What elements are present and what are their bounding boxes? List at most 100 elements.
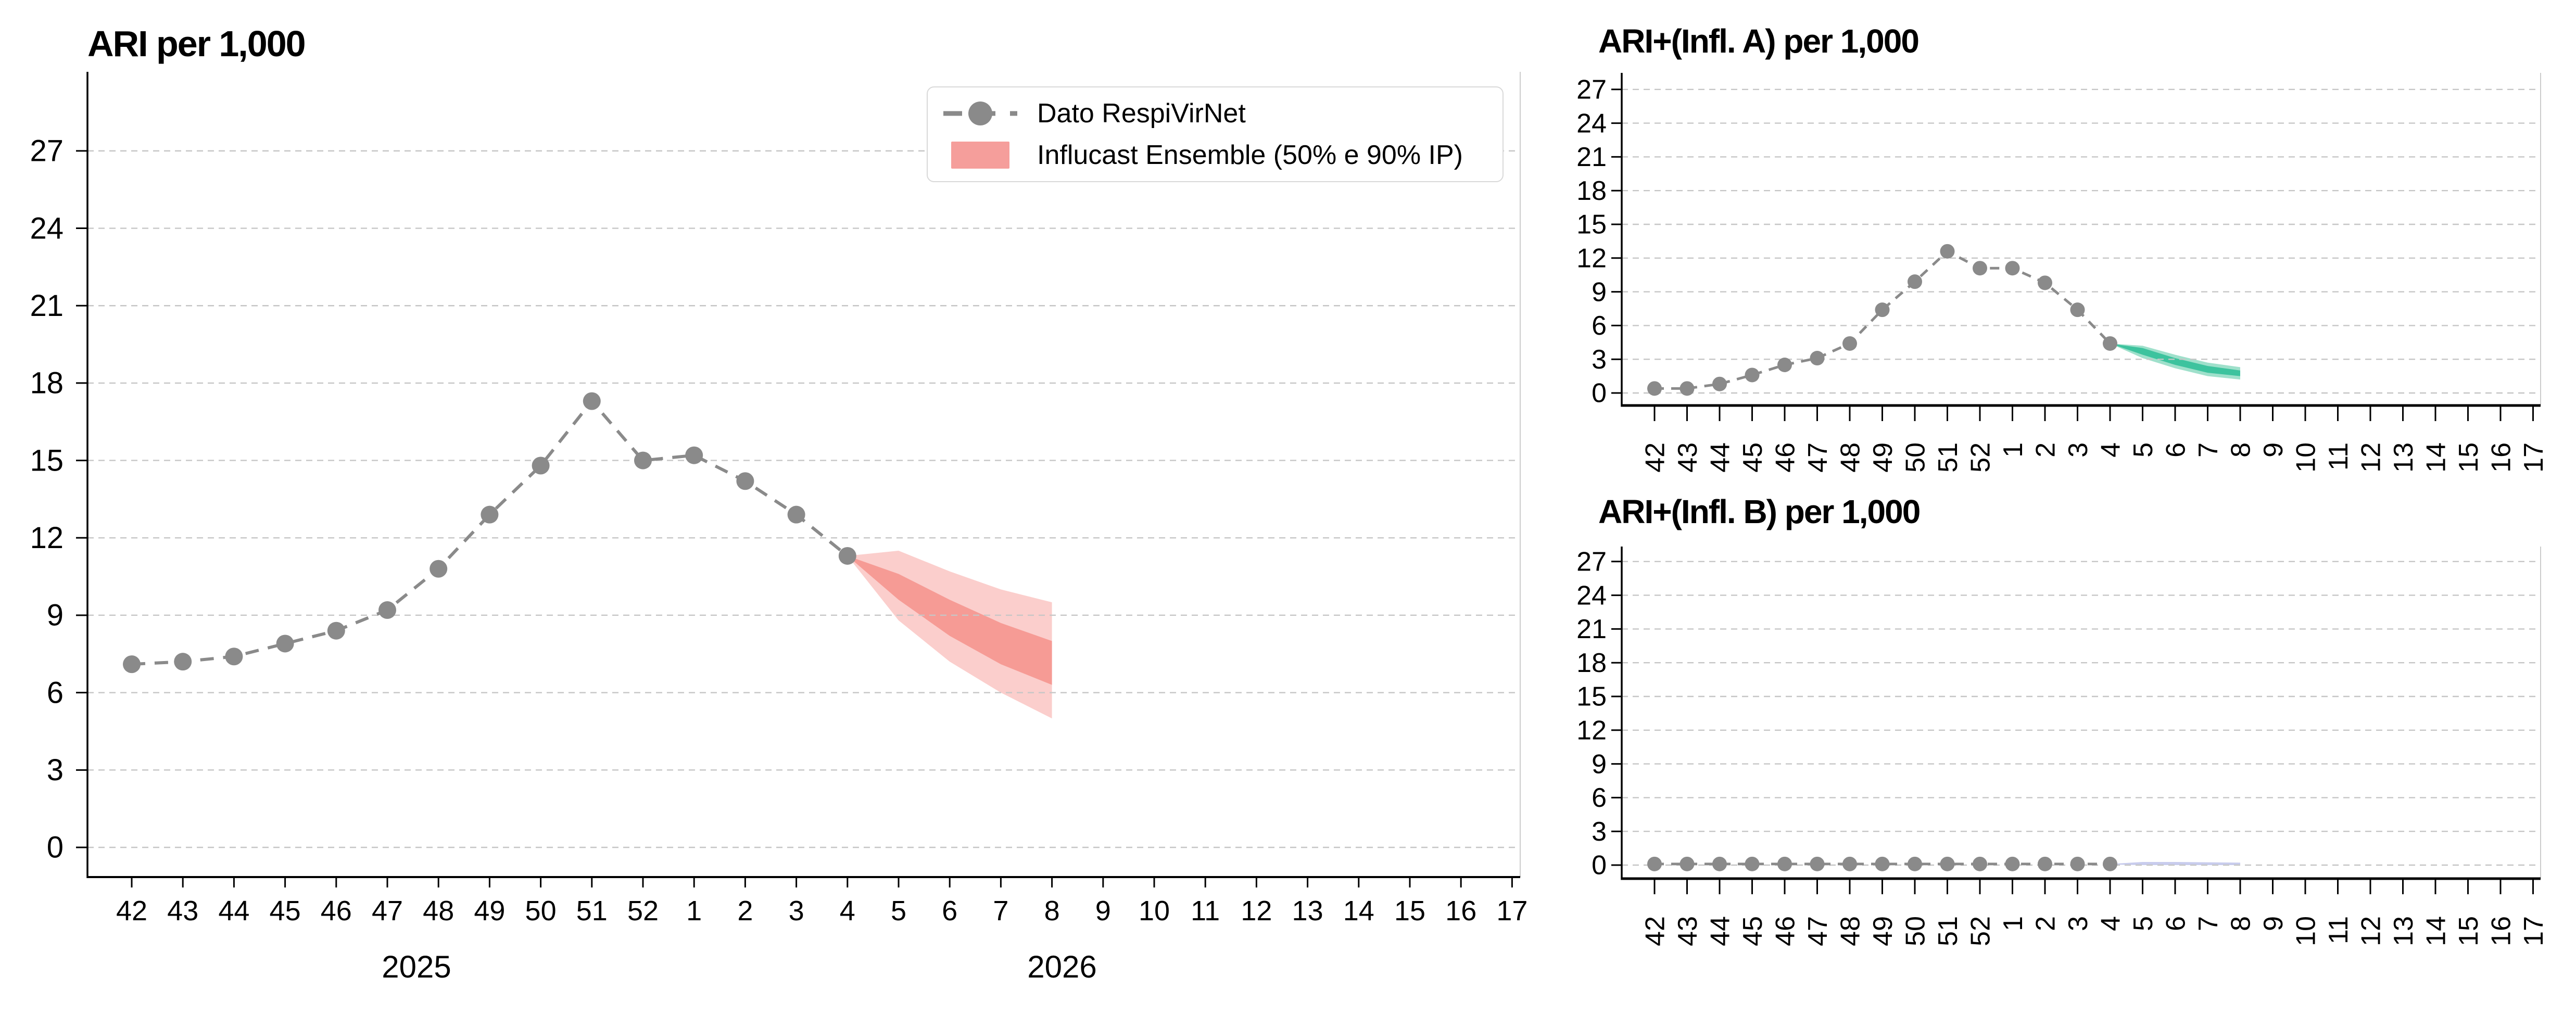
svg-text:2: 2 — [2031, 916, 2061, 931]
svg-text:43: 43 — [1673, 442, 1703, 473]
svg-text:15: 15 — [30, 443, 64, 477]
infl_a-data-point — [2103, 336, 2117, 351]
svg-text:15: 15 — [2454, 442, 2484, 473]
svg-text:17: 17 — [1496, 895, 1527, 927]
svg-text:47: 47 — [1803, 442, 1833, 473]
legend-item-ensemble: Influcast Ensemble (50% e 90% IP) — [941, 136, 1497, 174]
svg-text:10: 10 — [2291, 916, 2321, 946]
svg-text:52: 52 — [1966, 916, 1996, 946]
infl_a-data-point — [2070, 302, 2085, 318]
infl_a-data-point — [1875, 302, 1890, 318]
svg-text:16: 16 — [2486, 442, 2517, 473]
infl_b-data-point — [1810, 856, 1825, 871]
infl_b-data-point — [1712, 856, 1727, 871]
svg-text:12: 12 — [1576, 243, 1607, 273]
svg-text:16: 16 — [1445, 895, 1476, 927]
svg-text:21: 21 — [1576, 142, 1607, 172]
svg-text:49: 49 — [1868, 442, 1898, 473]
infl_a-data-point — [1647, 381, 1662, 396]
svg-text:9: 9 — [2258, 916, 2289, 931]
ari-data-point — [736, 472, 754, 490]
line-dot-marker-icon — [941, 97, 1019, 130]
svg-text:15: 15 — [1576, 210, 1607, 240]
ari-forecast-bands — [847, 551, 1052, 719]
infl_a-data-point — [1940, 244, 1955, 259]
svg-text:44: 44 — [1706, 442, 1736, 473]
svg-text:7: 7 — [2193, 442, 2224, 458]
ari-data-point — [634, 451, 652, 470]
svg-text:48: 48 — [423, 895, 454, 927]
svg-text:12: 12 — [2356, 916, 2386, 946]
ari-observed-series — [123, 392, 856, 674]
infl_a-data-point — [1680, 381, 1695, 396]
svg-text:16: 16 — [2486, 916, 2517, 946]
svg-text:46: 46 — [1771, 916, 1801, 946]
svg-text:43: 43 — [1673, 916, 1703, 946]
svg-text:47: 47 — [1803, 916, 1833, 946]
svg-text:5: 5 — [2128, 916, 2158, 931]
svg-text:45: 45 — [1738, 916, 1768, 946]
ari-data-point — [685, 446, 703, 464]
year-label-2025: 2025 — [382, 949, 451, 984]
svg-text:24: 24 — [1576, 580, 1607, 611]
infl_a-band-50% — [2110, 343, 2240, 376]
svg-text:4: 4 — [2096, 916, 2126, 931]
svg-text:44: 44 — [218, 895, 249, 927]
svg-text:6: 6 — [2161, 916, 2191, 931]
infl_b-forecast-bands — [2110, 861, 2240, 865]
infl_a-gridlines — [1622, 88, 2541, 394]
svg-text:43: 43 — [167, 895, 198, 927]
svg-text:45: 45 — [1738, 442, 1768, 473]
svg-text:11: 11 — [1191, 895, 1220, 927]
infl_a-forecast-bands — [2110, 343, 2240, 380]
infl_b-data-point — [1745, 856, 1760, 871]
svg-text:17: 17 — [2519, 916, 2549, 946]
ari-band-50% — [847, 555, 1052, 685]
ari-data-point — [225, 648, 243, 666]
svg-text:3: 3 — [47, 753, 64, 787]
svg-text:14: 14 — [2421, 442, 2452, 473]
year-label-2026: 2026 — [1027, 949, 1096, 984]
svg-text:50: 50 — [1901, 442, 1931, 473]
infl_b-data-point — [1680, 856, 1695, 871]
svg-text:49: 49 — [1868, 916, 1898, 946]
infl_b-data-point — [2005, 856, 2020, 871]
infl_b-gridlines — [1622, 561, 2541, 866]
svg-text:12: 12 — [30, 521, 64, 555]
ari-data-point — [787, 505, 805, 524]
infl_a-data-point — [2005, 261, 2020, 276]
infl_b-data-point — [2038, 856, 2052, 871]
infl_a-data-point — [1745, 367, 1760, 383]
ari-data-point — [378, 601, 396, 619]
infl_a-data-point — [2038, 275, 2052, 290]
infl_b-data-point — [1973, 856, 1987, 871]
svg-text:18: 18 — [1576, 648, 1607, 678]
ari-data-point — [481, 505, 499, 524]
svg-text:3: 3 — [789, 895, 804, 927]
svg-text:2: 2 — [737, 895, 753, 927]
svg-text:21: 21 — [1576, 614, 1607, 644]
infl_b-band-90% — [2110, 861, 2240, 865]
svg-text:46: 46 — [1771, 442, 1801, 473]
svg-text:6: 6 — [2161, 442, 2191, 458]
svg-text:51: 51 — [1933, 442, 1963, 473]
svg-text:1: 1 — [1998, 916, 2028, 931]
svg-text:1: 1 — [1998, 442, 2028, 458]
svg-text:46: 46 — [321, 895, 352, 927]
legend-label-ensemble: Influcast Ensemble (50% e 90% IP) — [1037, 140, 1463, 170]
svg-text:12: 12 — [2356, 442, 2386, 473]
svg-text:14: 14 — [1343, 895, 1374, 927]
svg-text:24: 24 — [30, 211, 64, 245]
svg-text:9: 9 — [1592, 749, 1607, 779]
svg-text:48: 48 — [1836, 916, 1866, 946]
ari-data-point — [327, 621, 345, 640]
svg-text:9: 9 — [2258, 442, 2289, 458]
infl_b-data-point — [2070, 856, 2085, 871]
svg-text:8: 8 — [1044, 895, 1060, 927]
svg-text:42: 42 — [116, 895, 147, 927]
svg-text:52: 52 — [627, 895, 659, 927]
